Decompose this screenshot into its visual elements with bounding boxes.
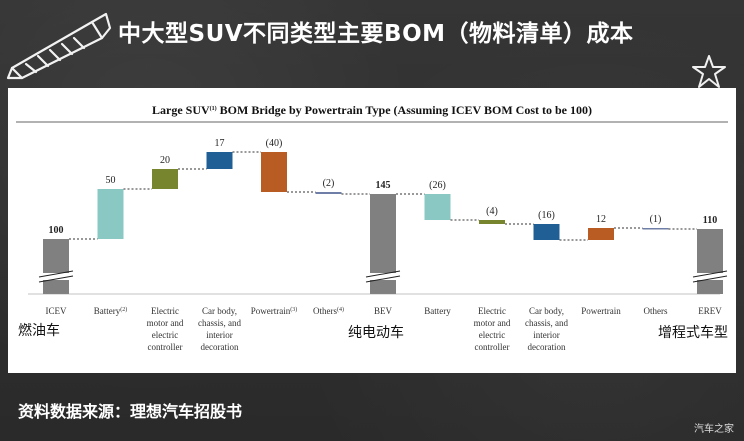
- erev-chinese-label: 增程式车型: [658, 325, 728, 341]
- value-label: 12: [596, 214, 606, 225]
- value-label: 17: [215, 138, 225, 149]
- axis-break-gap: [41, 273, 71, 280]
- value-label: (2): [323, 178, 335, 189]
- x-tick-label: Others(4): [313, 306, 344, 316]
- x-tick-label: Others: [644, 306, 668, 316]
- bar-erev-12: [697, 229, 723, 294]
- bar-others-5: [315, 192, 342, 194]
- bar-car-body-chassis-and-interior-decoration-9: [533, 224, 560, 240]
- bar-battery-7: [424, 194, 451, 220]
- x-tick-label: Car body, chassis, and interior decoration: [198, 306, 241, 352]
- x-tick-label: Powertrain(3): [251, 306, 298, 316]
- axis-break-mark: [38, 270, 74, 278]
- axis-break-mark: [365, 275, 401, 283]
- axis-break-mark: [365, 270, 401, 278]
- axis-break-gap: [695, 273, 725, 280]
- value-label: (16): [538, 210, 555, 221]
- axis-break-mark: [692, 270, 728, 278]
- bar-electric-motor-and-electric-controller-8: [479, 220, 505, 224]
- bar-powertrain-10: [588, 228, 614, 240]
- value-label: (26): [429, 180, 446, 191]
- bar-others-11: [642, 228, 669, 230]
- value-label: (4): [486, 206, 498, 217]
- chart-title-main: Large SUV: [152, 103, 210, 117]
- bar-icev-0: [43, 239, 69, 294]
- value-label: (40): [266, 138, 283, 149]
- bar-battery-1: [97, 189, 124, 239]
- icev-chinese-label: 燃油车: [18, 323, 60, 339]
- value-label: (1): [650, 214, 662, 225]
- x-tick-label: Battery(2): [94, 306, 128, 316]
- x-tick-label: ICEV: [46, 306, 67, 316]
- value-label: 110: [703, 215, 717, 226]
- chart-title: Large SUV(1) BOM Bridge by Powertrain Ty…: [152, 103, 592, 117]
- x-tick-label: EREV: [698, 306, 722, 316]
- value-label: 50: [106, 175, 116, 186]
- x-tick-label: Battery: [424, 306, 451, 316]
- chart-title-sup: (1): [210, 105, 217, 112]
- star-icon: [692, 55, 726, 88]
- bar-car-body-chassis-and-interior-decoration-3: [206, 152, 233, 169]
- data-source-note: 资料数据来源：理想汽车招股书: [18, 402, 243, 421]
- value-label: 145: [376, 180, 391, 191]
- bev-chinese-label: 纯电动车: [348, 325, 404, 341]
- x-tick-label: Electric motor and electric controller: [147, 306, 184, 352]
- value-label: 100: [49, 225, 64, 236]
- bar-electric-motor-and-electric-controller-2: [152, 169, 178, 189]
- x-tick-label: Car body, chassis, and interior decoration: [525, 306, 568, 352]
- chart-panel: Large SUV(1) BOM Bridge by Powertrain Ty…: [8, 88, 736, 373]
- waterfall-chart: Large SUV(1) BOM Bridge by Powertrain Ty…: [16, 103, 728, 352]
- bar-powertrain-4: [261, 152, 287, 192]
- axis-break-gap: [368, 273, 398, 280]
- chart-title-rest: BOM Bridge by Powertrain Type (Assuming …: [217, 103, 592, 117]
- x-tick-label: Electric motor and electric controller: [474, 306, 511, 352]
- axis-break-mark: [38, 275, 74, 283]
- watermark: 汽车之家: [694, 424, 734, 435]
- x-tick-label: BEV: [374, 306, 393, 316]
- page-title: 中大型SUV不同类型主要BOM（物料清单）成本: [118, 21, 634, 47]
- axis-break-mark: [692, 275, 728, 283]
- x-tick-label: Powertrain: [581, 306, 621, 316]
- pencil-icon: [6, 12, 112, 80]
- value-label: 20: [160, 155, 170, 166]
